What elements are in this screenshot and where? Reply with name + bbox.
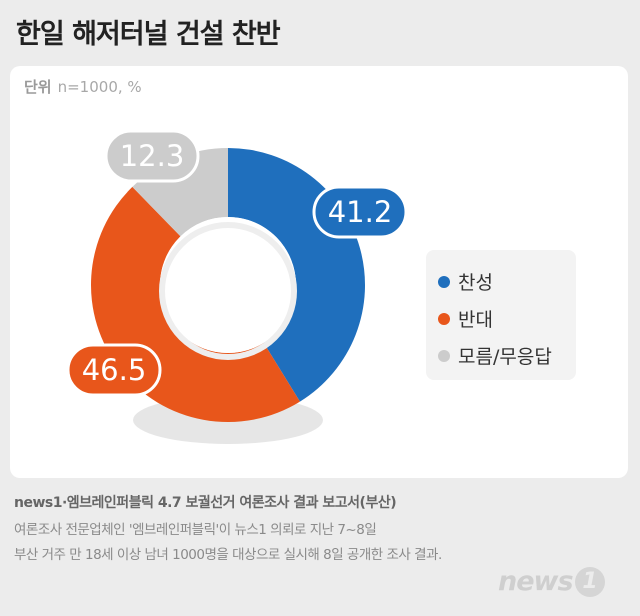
value-label-yes: 41.2 [312,185,408,239]
legend-item-yes: 찬성 [438,268,493,295]
news1-logo: news 1 [498,566,605,597]
page-title: 한일 해저터널 건설 찬반 [16,19,281,50]
unit-label: 단위 n=1000, % [24,76,142,97]
legend-label-no: 반대 [458,309,493,331]
legend-label-yes: 찬성 [458,272,493,294]
logo-number: 1 [574,567,605,597]
note-line-2: 부산 거주 만 18세 이상 남녀 1000명을 대상으로 실시해 8일 공개한… [14,547,442,563]
legend-item-no: 반대 [438,305,493,332]
source-text: news1·엠브레인퍼블릭 4.7 보궐선거 여론조사 결과 보고서(부산) [14,495,397,511]
value-label-unknown: 12.3 [104,129,200,183]
value-label-pill-yes [312,185,408,239]
legend-label-unknown: 모름/무응답 [458,346,552,368]
value-label-pill-unknown [104,129,200,183]
logo-text: news [498,566,574,597]
legend-dot-yes [438,276,450,288]
note-line-1: 여론조사 전문업체인 '엠브레인퍼블릭'이 뉴스1 의뢰로 지난 7~8일 [14,522,377,538]
legend-item-unknown: 모름/무응답 [438,342,552,369]
value-label-pill-no [66,343,162,397]
legend-dot-unknown [438,350,450,362]
legend: 찬성 반대 모름/무응답 [426,250,576,380]
value-label-no: 46.5 [66,343,162,397]
legend-dot-no [438,313,450,325]
unit-label-key: 단위 [24,78,52,96]
donut-hole [160,217,296,353]
value-label-text-unknown: 12.3 [120,139,185,173]
value-label-text-no: 46.5 [82,353,147,387]
donut-hole-shadow [159,222,297,360]
unit-label-value: n=1000, % [57,78,142,96]
value-label-text-yes: 41.2 [328,195,393,229]
